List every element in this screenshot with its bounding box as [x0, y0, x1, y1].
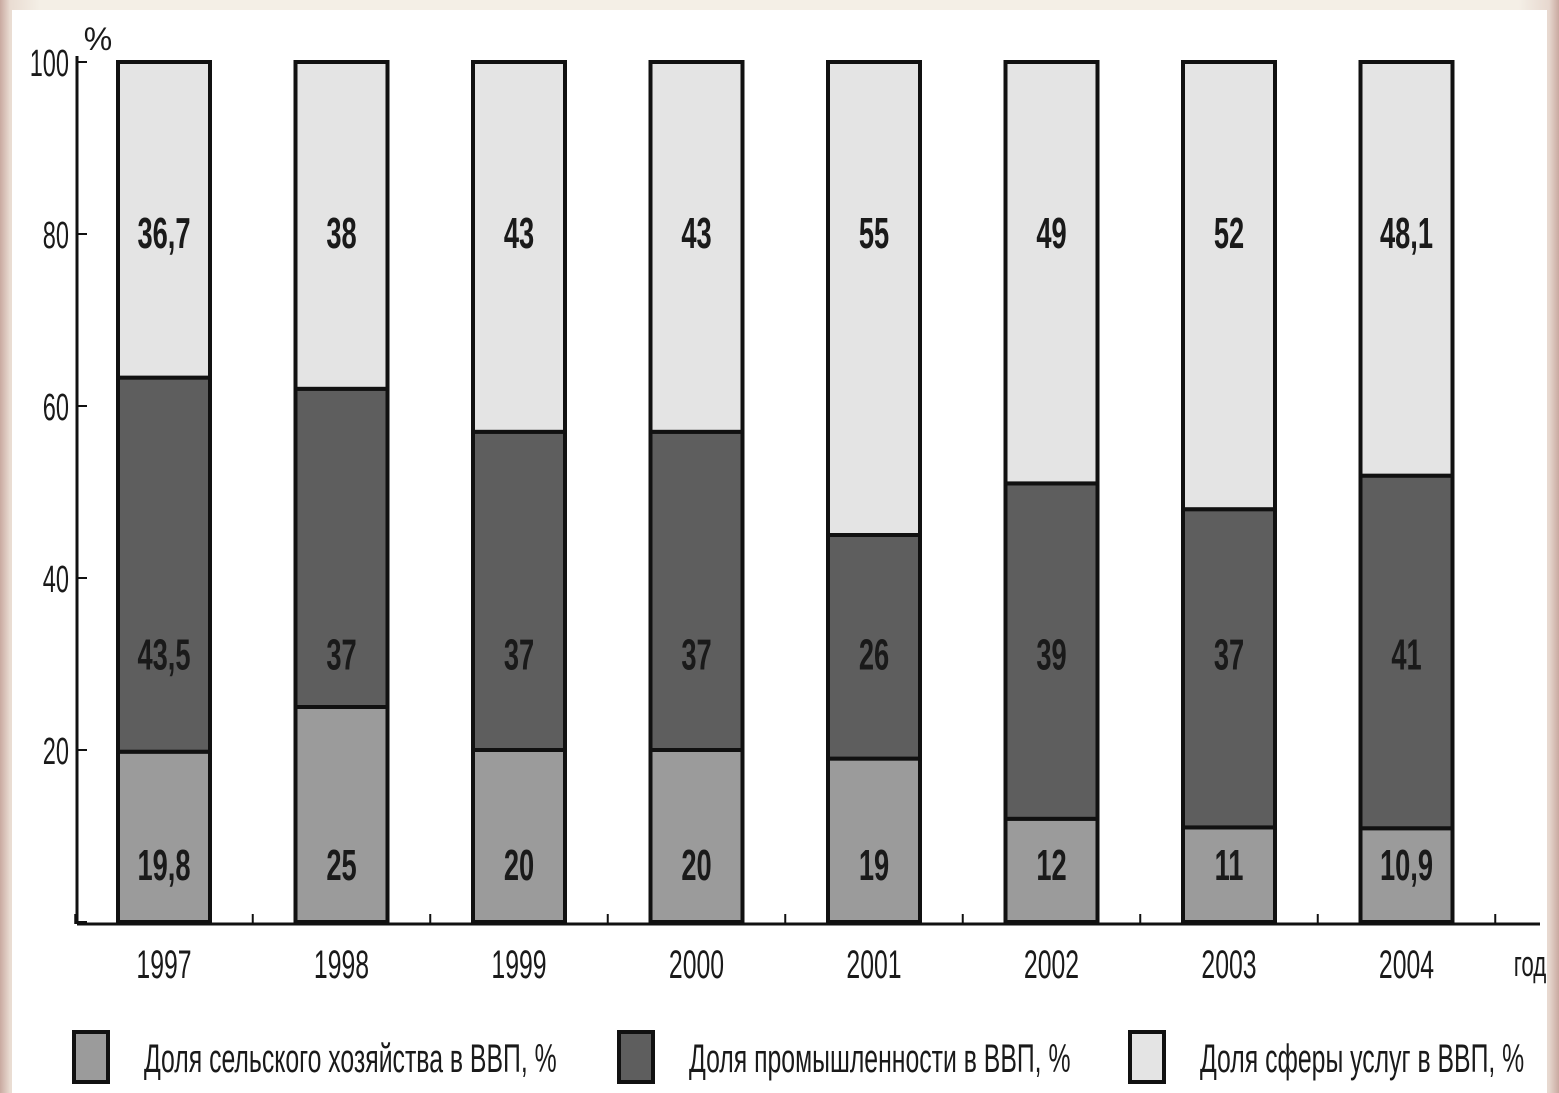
bar-1997-series-3	[116, 60, 212, 380]
x-tick-label-1998: 1998	[314, 943, 369, 987]
bar-1997-series-1	[116, 749, 212, 924]
bar-1999-series-3	[471, 60, 567, 434]
x-tick-label-2001: 2001	[846, 943, 901, 987]
data-label-1998-series-2: 37	[326, 630, 356, 679]
y-tick-label-40: 40	[43, 557, 69, 600]
bar-2000-series-2	[648, 429, 745, 752]
bar-2000-series-3	[648, 60, 745, 434]
data-label-1997-series-2: 43,5	[137, 630, 190, 679]
data-label-2002-series-2: 39	[1036, 630, 1066, 679]
bar-2002-series-3	[1003, 60, 1100, 486]
x-tick-label-1999: 1999	[491, 943, 546, 987]
x-tick-label-1997: 1997	[136, 943, 191, 987]
data-label-2002-series-1: 12	[1036, 840, 1066, 889]
bar-2004-series-3	[1358, 60, 1455, 478]
data-label-2001-series-3: 55	[859, 208, 889, 257]
bar-2001-series-3	[826, 60, 922, 537]
bar-2002-series-1	[1003, 816, 1100, 924]
x-tick-label-2002: 2002	[1024, 943, 1079, 987]
data-label-2002-series-3: 49	[1036, 208, 1066, 257]
legend-swatch-2	[617, 1030, 655, 1084]
data-label-2004-series-3: 48,1	[1380, 208, 1433, 257]
data-label-1999-series-2: 37	[504, 630, 534, 679]
chart-frame: 20 40 60 80 100% 19,8 43,5 36,7 1997 25 37 38 1998 20…	[12, 10, 1547, 1093]
bar-1999-series-2	[471, 429, 567, 752]
data-label-1999-series-1: 20	[504, 840, 534, 889]
data-label-2001-series-1: 19	[859, 840, 889, 889]
data-label-2000-series-3: 43	[681, 208, 711, 257]
stacked-bar-chart: 20 40 60 80 100% 19,8 43,5 36,7 1997 25 37 38 1998 20…	[30, 21, 1547, 1084]
data-label-2000-series-1: 20	[681, 840, 711, 889]
bar-2003-series-1	[1181, 825, 1277, 925]
bar-1998-series-3	[293, 60, 390, 391]
data-label-2004-series-1: 10,9	[1380, 840, 1433, 889]
legend-swatch-1	[72, 1030, 110, 1084]
x-tick-label-2004: 2004	[1379, 943, 1434, 987]
y-tick-label-100: 100	[30, 41, 69, 84]
bar-1999-series-1	[471, 748, 567, 924]
bar-1998-series-2	[293, 386, 390, 709]
data-label-1998-series-3: 38	[326, 208, 356, 257]
data-label-1997-series-1: 19,8	[137, 840, 190, 889]
data-label-2003-series-2: 37	[1214, 630, 1244, 679]
data-label-2003-series-1: 11	[1215, 840, 1244, 889]
bar-2001-series-1	[826, 756, 922, 924]
data-label-2004-series-2: 41	[1391, 630, 1421, 679]
y-tick-label-20: 20	[43, 729, 69, 772]
x-tick-label-2000: 2000	[669, 943, 724, 987]
data-label-1998-series-1: 25	[326, 840, 356, 889]
data-label-1999-series-3: 43	[504, 208, 534, 257]
bar-2003-series-3	[1181, 60, 1277, 512]
bar-2002-series-2	[1003, 481, 1100, 821]
y-unit-label: %	[84, 21, 112, 57]
bar-2000-series-1	[648, 748, 745, 924]
x-tick-label-2003: 2003	[1201, 943, 1256, 987]
x-unit-label: год	[1514, 945, 1547, 985]
data-label-2000-series-2: 37	[681, 630, 711, 679]
data-label-1997-series-3: 36,7	[137, 208, 190, 257]
legend-label-3: Доля сферы услуг в ВВП, %	[1200, 1037, 1524, 1081]
data-label-2003-series-3: 52	[1214, 208, 1244, 257]
y-tick-label-60: 60	[43, 385, 69, 428]
data-label-2001-series-2: 26	[859, 630, 889, 679]
y-tick-label-80: 80	[43, 213, 69, 256]
bar-1997-series-2	[116, 375, 212, 754]
legend-label-2: Доля промышленности в ВВП, %	[689, 1037, 1070, 1081]
bar-2004-series-1	[1358, 826, 1455, 925]
legend-swatch-3	[1128, 1030, 1166, 1084]
bar-1998-series-1	[293, 705, 390, 924]
legend-label-1: Доля сельского хозяйства в ВВП, %	[144, 1037, 557, 1081]
bar-2004-series-2	[1358, 473, 1455, 831]
